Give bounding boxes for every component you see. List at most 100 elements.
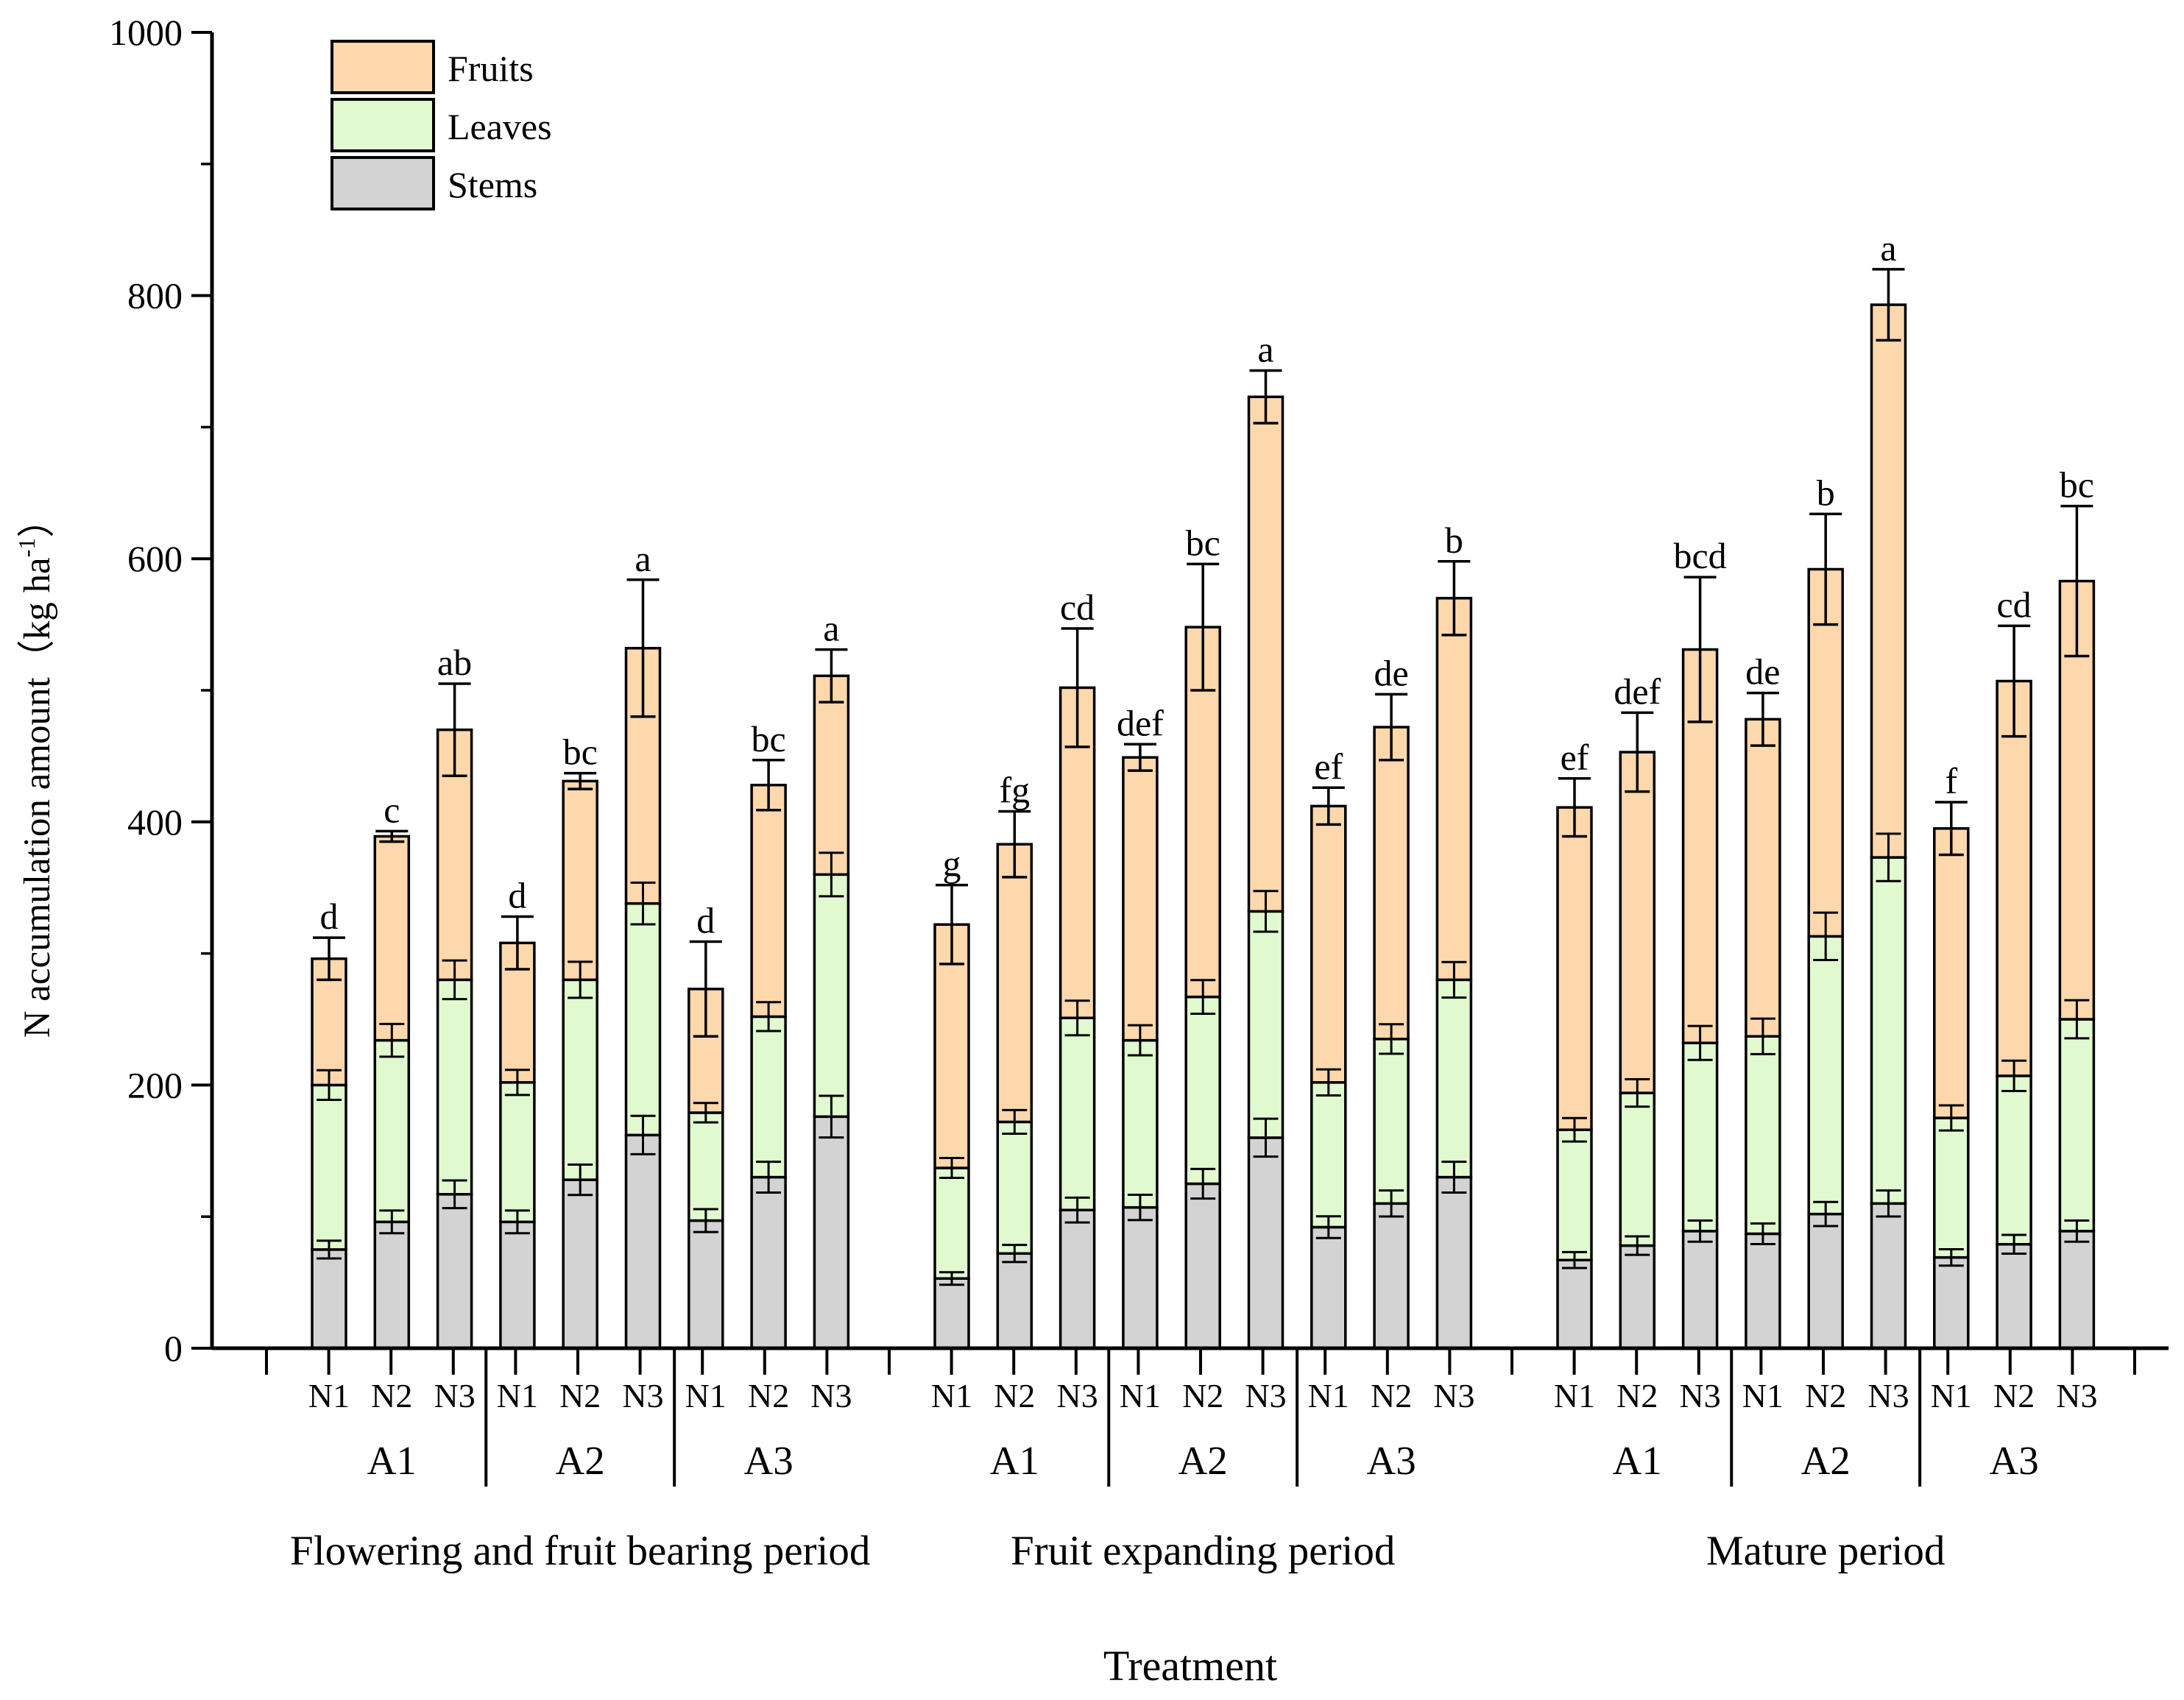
- legend-swatch-stems: [331, 156, 435, 210]
- significance-letter: b: [1445, 520, 1463, 561]
- significance-letter: a: [1257, 329, 1273, 370]
- legend-label-fruits: Fruits: [448, 48, 534, 89]
- bar-segment-stems: [1373, 1202, 1410, 1350]
- y-tick-label: 200: [127, 1064, 183, 1105]
- bar-segment-stems: [1996, 1242, 2032, 1350]
- y-tick-label: 0: [164, 1328, 183, 1369]
- significance-letter: a: [635, 538, 651, 579]
- y-tick-label: 1000: [109, 12, 183, 53]
- bar-segment-leaves: [1373, 1038, 1410, 1205]
- labels-layer: dN1cN2abN3A1dN1bcN2aN3A2dN1bcN2aN3A3Flow…: [109, 12, 2098, 1574]
- legend-swatch-fruits: [331, 40, 435, 94]
- bar-segment-leaves: [1619, 1091, 1656, 1247]
- bar-segment-fruits: [1556, 806, 1593, 1131]
- x-tick-label: N2: [1616, 1377, 1658, 1414]
- x-tick-label: N3: [1679, 1377, 1720, 1414]
- y-tick-label: 400: [127, 801, 183, 843]
- significance-letter: ef: [1561, 737, 1589, 778]
- significance-letter: b: [1817, 472, 1835, 513]
- significance-letter: a: [1880, 227, 1896, 269]
- bar-segment-leaves: [1556, 1128, 1593, 1261]
- x-tick-label: N2: [748, 1377, 789, 1414]
- x-tick-label: N2: [371, 1377, 412, 1414]
- group-label: A2: [1178, 1438, 1228, 1483]
- bar-segment-stems: [499, 1220, 536, 1350]
- bar-segment-leaves: [2058, 1018, 2096, 1233]
- significance-letter: bc: [751, 718, 785, 759]
- group-label: A3: [1989, 1438, 2038, 1483]
- significance-letter: ab: [437, 642, 472, 683]
- bar-segment-stems: [1619, 1244, 1656, 1350]
- x-tick-label: N1: [1931, 1377, 1972, 1414]
- bar-segment-stems: [1059, 1208, 1096, 1350]
- bar-segment-fruits: [1745, 718, 1781, 1038]
- x-tick-label: N2: [559, 1377, 601, 1414]
- bar-segment-stems: [1310, 1225, 1347, 1350]
- group-label: A1: [367, 1438, 417, 1483]
- bar-segment-stems: [1933, 1255, 1970, 1350]
- bar-segment-leaves: [1059, 1016, 1096, 1212]
- bar-segment-fruits: [1373, 726, 1410, 1041]
- significance-letter: cd: [1996, 584, 2031, 625]
- bar-segment-leaves: [624, 902, 662, 1137]
- bar-segment-fruits: [562, 779, 598, 982]
- bar-segment-fruits: [1996, 679, 2032, 1077]
- bar-segment-stems: [996, 1252, 1033, 1350]
- group-label: A2: [556, 1438, 605, 1483]
- bar-segment-leaves: [996, 1120, 1033, 1255]
- period-label: Mature period: [1706, 1528, 1945, 1574]
- bar-segment-fruits: [1435, 597, 1473, 982]
- significance-letter: def: [1614, 670, 1661, 712]
- bar-segment-stems: [813, 1115, 850, 1350]
- significance-letter: bcd: [1673, 535, 1726, 576]
- significance-letter: d: [508, 875, 526, 916]
- bar-segment-leaves: [1681, 1041, 1719, 1233]
- bar-segment-stems: [1556, 1258, 1593, 1350]
- significance-letter: f: [1945, 760, 1957, 801]
- bar-segment-leaves: [436, 978, 473, 1196]
- x-tick-label: N3: [1433, 1377, 1474, 1414]
- bar-segment-leaves: [933, 1166, 970, 1280]
- bar-segment-stems: [2058, 1230, 2096, 1350]
- bar-segment-fruits: [1122, 756, 1159, 1042]
- significance-letter: de: [1374, 652, 1408, 693]
- legend-swatch-leaves: [331, 98, 435, 152]
- bar-segment-stems: [624, 1133, 662, 1350]
- significance-letter: g: [943, 843, 961, 885]
- bar-segment-stems: [688, 1219, 724, 1350]
- bar-segment-stems: [1435, 1175, 1473, 1350]
- significance-letter: de: [1745, 651, 1780, 693]
- bar-segment-leaves: [499, 1081, 536, 1224]
- x-tick-label: N2: [1805, 1377, 1846, 1414]
- group-label: A2: [1801, 1438, 1851, 1483]
- x-tick-label: N2: [994, 1377, 1035, 1414]
- bar-segment-leaves: [1310, 1081, 1347, 1229]
- bar-segment-fruits: [1933, 826, 1970, 1119]
- bar-segment-stems: [1122, 1205, 1159, 1350]
- bar-segment-stems: [373, 1220, 411, 1350]
- bars-layer: [311, 268, 2096, 1350]
- bar-segment-stems: [1247, 1136, 1284, 1350]
- significance-letter: ef: [1314, 745, 1343, 787]
- bar-segment-fruits: [1870, 303, 1907, 859]
- significance-letter: bc: [563, 732, 598, 773]
- bar-segment-leaves: [1996, 1074, 2032, 1246]
- bar-segment-stems: [1745, 1232, 1781, 1350]
- group-label: A3: [1366, 1438, 1416, 1483]
- bar-segment-leaves: [750, 1015, 787, 1179]
- bar-segment-leaves: [1870, 856, 1907, 1205]
- x-tick-label: N1: [685, 1377, 727, 1414]
- y-tick-label: 800: [127, 275, 183, 316]
- x-tick-label: N3: [2056, 1377, 2097, 1414]
- bar-segment-stems: [1870, 1202, 1907, 1350]
- significance-letter: a: [823, 608, 839, 649]
- x-axis-title: Treatment: [1103, 1642, 1277, 1690]
- x-tick-label: N1: [1120, 1377, 1161, 1414]
- x-tick-label: N2: [1993, 1377, 2035, 1414]
- bar-segment-leaves: [1807, 935, 1844, 1216]
- bar-segment-leaves: [1435, 978, 1473, 1179]
- bar-segment-leaves: [1247, 910, 1284, 1139]
- significance-letter: d: [696, 900, 715, 941]
- x-tick-label: N1: [1308, 1377, 1349, 1414]
- bar-segment-leaves: [1745, 1035, 1781, 1236]
